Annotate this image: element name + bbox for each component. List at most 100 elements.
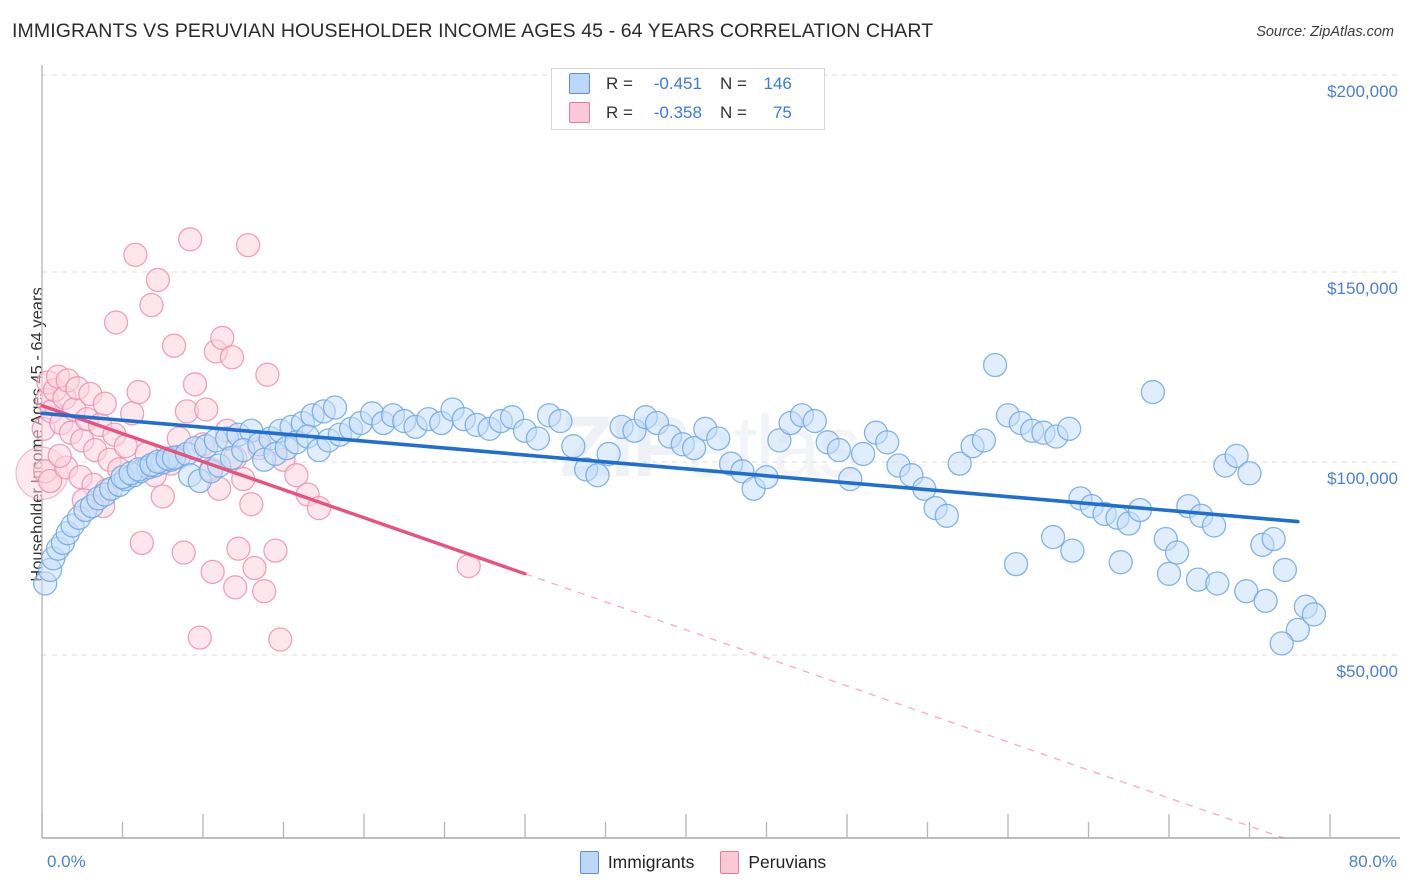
scatter-point: [242, 555, 267, 581]
scatter-point: [767, 428, 792, 453]
scatter-point: [1060, 538, 1085, 563]
scatter-point: [268, 627, 293, 652]
scatter-point: [1040, 524, 1066, 550]
scatter-point: [585, 463, 610, 488]
n-value-peruvians: 75: [772, 102, 792, 122]
scatter-point: [838, 466, 863, 492]
scatter-point: [1261, 526, 1286, 552]
scatter-point: [322, 395, 348, 420]
scatter-point: [875, 430, 900, 455]
scatter-point: [1156, 561, 1182, 586]
scatter-point: [525, 426, 551, 451]
scatter-point: [210, 325, 235, 351]
r-label-peruvians: R =: [606, 102, 633, 122]
scatter-point: [596, 441, 621, 467]
gridlines: [42, 74, 1400, 656]
series-swatch-peruvians-icon: [720, 851, 740, 874]
y-axis-tick-label: $50,000: [1336, 662, 1398, 681]
scatter-point: [548, 408, 573, 434]
r-value-immigrants: -0.451: [653, 73, 702, 93]
scatter-point: [171, 540, 196, 565]
scatter-point: [1140, 379, 1166, 405]
scatter-point: [1272, 557, 1298, 583]
scatter-point: [103, 310, 129, 335]
scatter-point: [947, 451, 972, 476]
series-label-immigrants: Immigrants: [607, 852, 695, 872]
scatter-point: [177, 227, 203, 252]
scatter-point: [129, 530, 154, 556]
trendline: [40, 411, 1300, 524]
y-axis-tick-label: $100,000: [1327, 469, 1398, 488]
scatter-point: [681, 435, 707, 461]
r-value-peruvians: -0.358: [653, 102, 702, 122]
stat-row-immigrants: R = -0.451 N = 146: [552, 69, 824, 98]
series-legend-item-immigrants[interactable]: Immigrants: [579, 851, 695, 874]
series-legend: Immigrants Peruvians: [0, 851, 1406, 874]
trendlines: [40, 403, 1300, 839]
scatter-point: [145, 267, 171, 293]
y-axis-tick-label: $200,000: [1327, 82, 1398, 101]
x-axis-min-label: 0.0%: [47, 852, 86, 871]
scatter-point: [1285, 617, 1310, 643]
source-label: Source: ZipAtlas.com: [1256, 24, 1394, 40]
scatter-point: [1253, 588, 1278, 614]
scatter-point: [802, 408, 827, 434]
scatter-point: [284, 463, 309, 488]
scatter-point: [850, 441, 876, 467]
scatter-point: [126, 379, 151, 405]
r-label-immigrants: R =: [606, 73, 633, 93]
scatter-point: [706, 426, 731, 451]
series-swatch-immigrants-icon: [579, 851, 599, 874]
scatter-point: [187, 625, 212, 650]
scatter-point: [92, 391, 117, 416]
chart-title: IMMIGRANTS VS PERUVIAN HOUSEHOLDER INCOM…: [12, 20, 934, 42]
scatter-point: [123, 242, 148, 267]
legend-swatch-peruvians-icon: [569, 102, 590, 123]
scatter-point: [1201, 513, 1227, 538]
scatter-point: [161, 333, 187, 358]
legend-swatch-immigrants-icon: [569, 73, 590, 94]
n-label-immigrants: N =: [719, 73, 747, 93]
scatter-point: [934, 503, 959, 528]
scatter-point: [1003, 551, 1029, 577]
x-axis-ticks: [41, 814, 1331, 838]
scatter-point: [219, 345, 245, 370]
trendline-extension: [524, 573, 1284, 839]
scatter-points-immigrants: [33, 352, 1327, 656]
scatter-point: [194, 397, 219, 422]
scatter-point: [150, 484, 175, 509]
scatter-point: [223, 575, 248, 600]
scatter-point: [235, 232, 261, 258]
scatter-point: [252, 579, 277, 604]
scatter-point: [226, 536, 251, 561]
scatter-point: [971, 428, 996, 453]
n-label-peruvians: N =: [719, 102, 747, 122]
scatter-point: [139, 292, 164, 318]
scatter-point: [1164, 540, 1190, 565]
scatter-point: [1234, 579, 1259, 604]
stat-row-peruvians: R = -0.358 N = 75: [552, 98, 824, 127]
scatter-point: [200, 559, 225, 585]
scatter-point: [561, 434, 586, 459]
scatter-point: [1205, 571, 1230, 596]
series-legend-item-peruvians[interactable]: Peruvians: [720, 851, 826, 874]
trendline: [40, 403, 527, 576]
scatter-point: [1108, 550, 1133, 575]
scatter-point: [826, 437, 852, 463]
series-label-peruvians: Peruvians: [748, 852, 827, 872]
scatter-point: [1301, 602, 1327, 627]
scatter-point: [1057, 416, 1082, 441]
scatter-point: [182, 372, 208, 397]
x-axis-max-label: 80.0%: [1348, 852, 1397, 871]
y-axis-tick-label: $150,000: [1327, 279, 1398, 298]
scatter-point: [239, 492, 264, 517]
scatter-point: [1269, 631, 1294, 656]
n-value-immigrants: 146: [763, 73, 792, 93]
correlation-stats-legend: R = -0.451 N = 146 R = -0.358 N = 75: [551, 68, 825, 130]
scatter-point: [47, 443, 72, 469]
scatter-point: [263, 538, 288, 563]
scatter-point: [255, 362, 280, 387]
scatter-point: [1224, 443, 1249, 469]
